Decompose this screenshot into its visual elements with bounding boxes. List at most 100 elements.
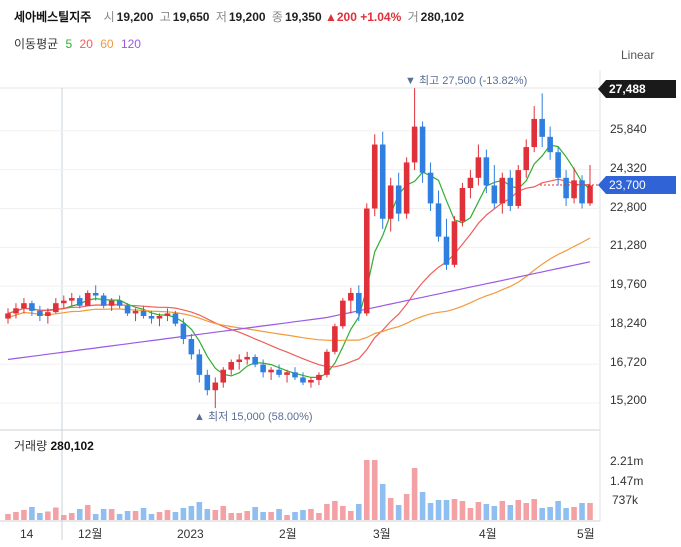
candle-body xyxy=(555,152,561,178)
volume-bar xyxy=(172,512,179,520)
volume-bar xyxy=(196,502,203,520)
volume-bar xyxy=(5,514,11,520)
candle-body xyxy=(435,203,442,237)
price-tick: 22,800 xyxy=(610,200,647,214)
volume-bar xyxy=(316,513,322,520)
candle-body xyxy=(76,298,83,306)
high-price-badge: 27,488 xyxy=(598,80,676,98)
volume-bar xyxy=(531,499,537,520)
close-value: 19,350 xyxy=(284,10,322,24)
candle-body xyxy=(579,180,585,204)
gridlines xyxy=(0,130,600,404)
volume-bar xyxy=(348,511,354,520)
candle-body xyxy=(276,369,282,375)
candle-body xyxy=(379,144,386,219)
volume-bar xyxy=(451,499,458,520)
candle-body xyxy=(499,177,506,204)
x-tick: 12월 xyxy=(78,527,102,541)
current-badge-text: 23,700 xyxy=(609,178,646,192)
volume-bar xyxy=(164,510,171,520)
candle-body xyxy=(475,157,482,178)
volume-bar xyxy=(356,504,362,520)
volume-bar xyxy=(100,509,107,520)
volume-bar xyxy=(571,507,577,520)
candle-body xyxy=(316,374,322,380)
moving-average-legend[interactable]: 이동평균 5 20 60 120 xyxy=(14,35,145,52)
candle-body xyxy=(539,118,545,137)
high-value: 19,650 xyxy=(172,10,210,24)
volume-bar xyxy=(132,511,139,520)
volume-bar xyxy=(547,507,553,520)
candle-body xyxy=(563,177,569,199)
price-tick: 16,720 xyxy=(610,355,647,369)
close-label: 종 xyxy=(271,10,283,24)
volume-bar xyxy=(555,501,561,520)
candle-body xyxy=(451,221,458,265)
price-tick: 19,760 xyxy=(610,277,647,291)
volume-bar xyxy=(395,505,402,520)
x-tick: 5월 xyxy=(577,527,595,541)
open-value: 19,200 xyxy=(116,10,154,24)
candle-body xyxy=(507,177,514,206)
volume-label: 거 xyxy=(407,10,419,24)
candle-body xyxy=(132,310,139,314)
candle-body xyxy=(587,185,593,204)
volume-bar xyxy=(491,506,498,520)
candle-body xyxy=(220,369,227,383)
volume-title-label: 거래량 xyxy=(14,439,48,453)
candle-body xyxy=(61,300,67,304)
volume-bar xyxy=(156,512,163,520)
candle-body xyxy=(531,118,537,148)
volume-bar xyxy=(45,511,51,520)
ma120-line xyxy=(7,261,591,361)
candle-body xyxy=(252,356,258,365)
candle-body xyxy=(340,300,346,327)
volume-bar xyxy=(483,504,490,520)
candle-body xyxy=(5,313,11,319)
volume-bar xyxy=(188,506,195,520)
candle-body xyxy=(547,136,553,153)
change-value: ▲200 +1.04% xyxy=(325,10,402,24)
price-axis: 25,840 24,320 22,800 21,280 19,760 18,24… xyxy=(610,122,647,407)
candle-body xyxy=(140,310,147,316)
volume-bar xyxy=(475,502,482,520)
candle-body xyxy=(371,144,378,209)
candle-body xyxy=(332,326,338,352)
candle-body xyxy=(53,303,59,313)
candle-body xyxy=(228,362,235,370)
price-tick: 15,200 xyxy=(610,393,647,407)
candle-body xyxy=(13,308,19,314)
volume-bar xyxy=(563,508,569,520)
volume-bar xyxy=(148,514,155,520)
ma-5: 5 xyxy=(65,37,73,51)
volume-bar xyxy=(228,513,235,520)
stock-name: 세아베스틸지주 xyxy=(14,10,92,24)
candle-body xyxy=(45,312,51,316)
volume-bar xyxy=(443,500,450,520)
volume-bar xyxy=(29,507,35,520)
volume-bar xyxy=(84,505,91,520)
volume-bar xyxy=(379,484,386,520)
volume-value: 280,102 xyxy=(420,10,465,24)
candle-body xyxy=(124,305,131,314)
volume-bar xyxy=(507,505,514,520)
candle-body xyxy=(244,356,250,360)
x-tick: 4월 xyxy=(479,527,497,541)
volume-bar xyxy=(252,507,258,520)
min-annotation: ▲ 최저 15,000 (58.00%) xyxy=(194,410,313,423)
volume-bar xyxy=(411,468,418,520)
volume-bar xyxy=(76,509,83,520)
volume-bar xyxy=(284,515,290,520)
volume-bar xyxy=(579,503,585,520)
scale-mode-toggle[interactable]: Linear xyxy=(621,48,655,62)
candle-body xyxy=(324,351,330,375)
volume-bar xyxy=(124,511,131,520)
volume-bar xyxy=(53,507,59,520)
volume-bar xyxy=(180,508,187,520)
candlesticks xyxy=(5,88,593,409)
volume-tick: 1.47m xyxy=(610,474,643,488)
volume-title: 거래량 280,102 xyxy=(14,437,94,454)
volume-tick: 2.21m xyxy=(610,454,643,468)
volume-tick: 737k xyxy=(612,493,639,507)
